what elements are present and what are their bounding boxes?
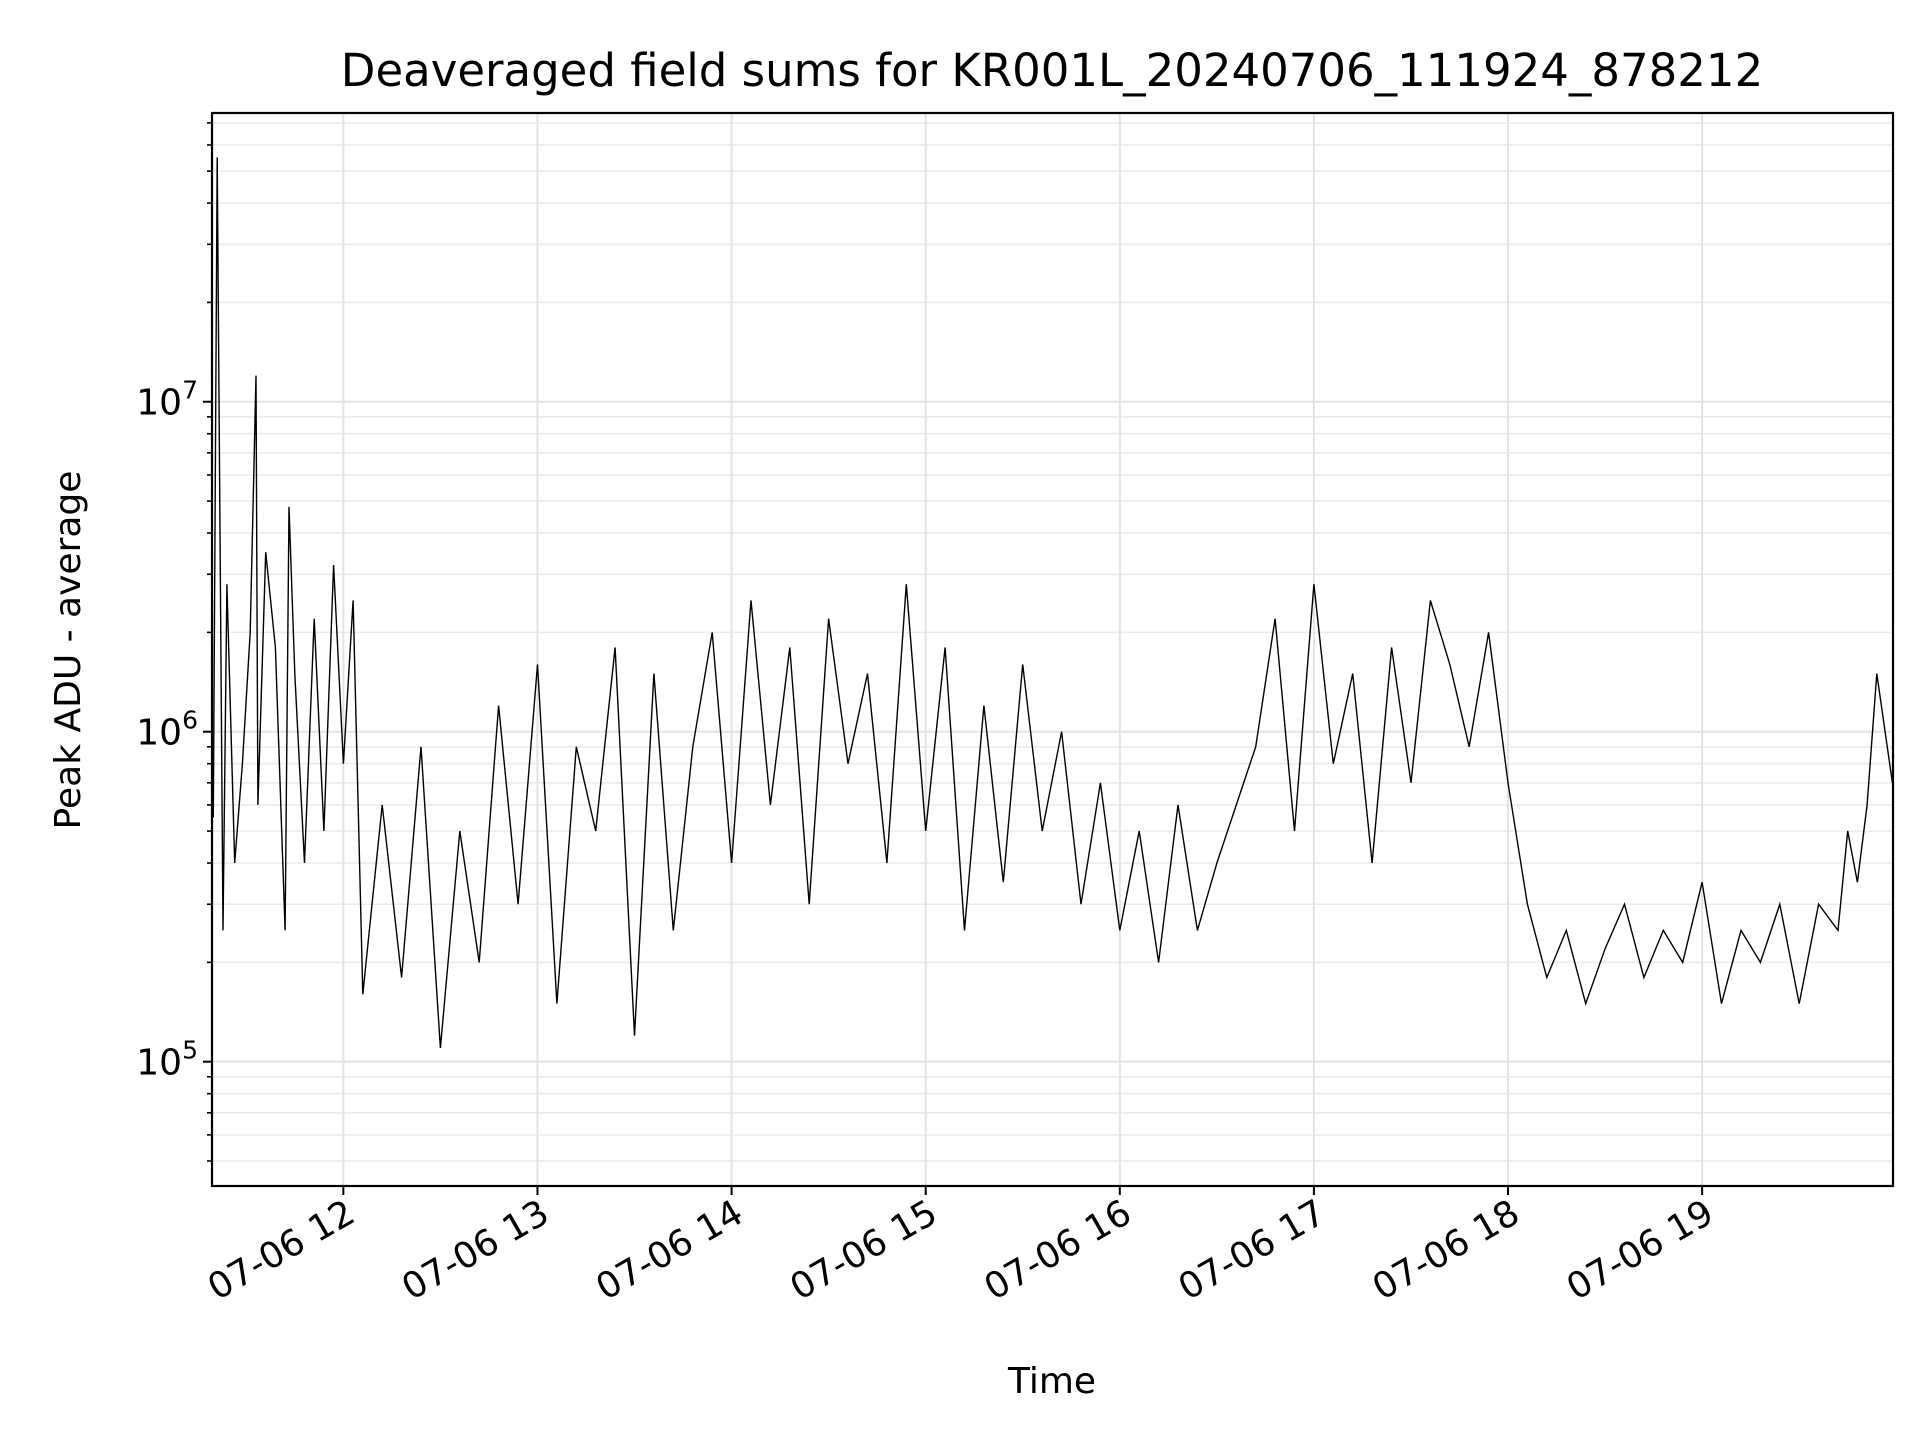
series-layer — [212, 157, 1894, 1049]
major-gridlines — [212, 113, 1893, 1186]
series-line — [212, 157, 1894, 1049]
plot-area-background — [212, 113, 1893, 1186]
minor-gridlines — [212, 122, 1893, 1162]
y-tick-label: 107 — [136, 376, 198, 424]
plot-frame — [210, 111, 1895, 1188]
x-axis-label: Time — [1007, 1361, 1096, 1402]
y-tick-label: 106 — [136, 706, 198, 754]
y-axis-label: Peak ADU - average — [48, 471, 89, 830]
y-axis: 105 106 107 — [136, 122, 212, 1162]
chart-title: Deaveraged field sums for KR001L_2024070… — [341, 44, 1763, 97]
y-tick-label: 105 — [136, 1036, 198, 1084]
